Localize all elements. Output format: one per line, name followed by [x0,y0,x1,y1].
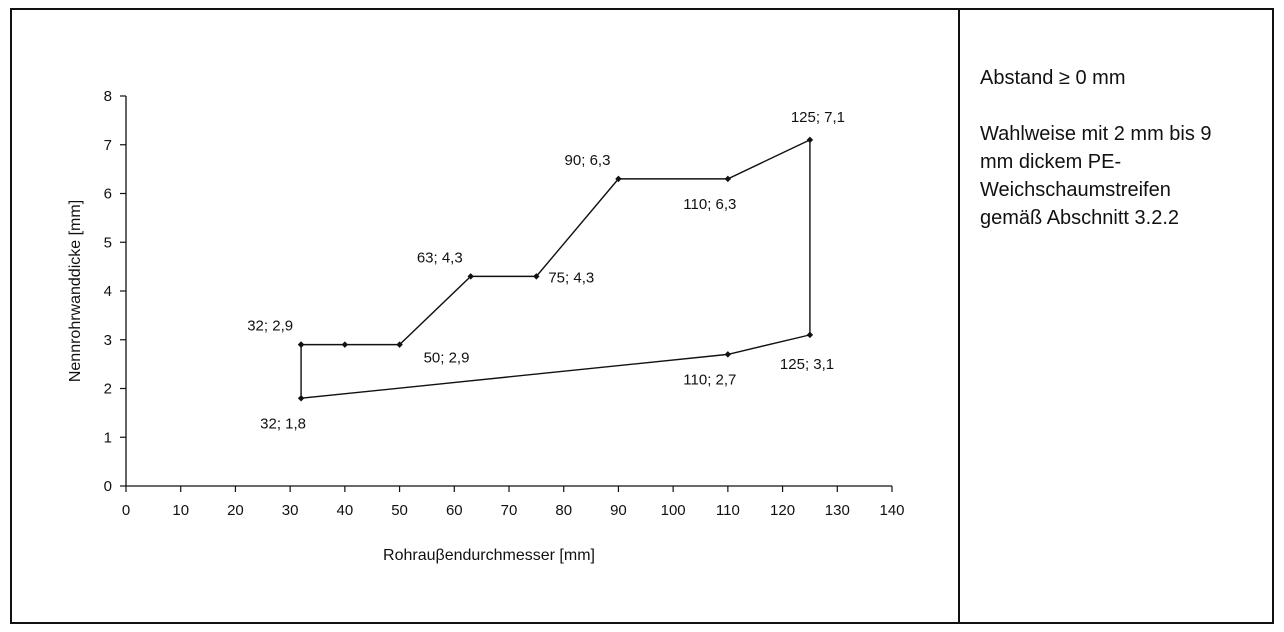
y-tick-label: 0 [104,478,112,495]
figure-frame: 0 10 20 30 40 50 60 70 80 90 100 110 120 130 140 0 1 2 3 4 5… [10,8,1274,624]
x-tick-label: 110 [716,502,740,519]
data-label: 32; 2,9 [247,318,293,335]
y-tick-label: 1 [104,429,112,446]
data-point [341,341,349,348]
note-cell: Abstand ≥ 0 mm Wahlweise mit 2 mm bis 9 … [960,10,1272,622]
note-spacing: Abstand ≥ 0 mm [980,67,1126,89]
x-tick-label: 80 [555,502,572,519]
data-point [724,351,732,358]
data-label: 125; 3,1 [780,356,834,373]
data-label: 50; 2,9 [424,350,470,367]
x-tick-label: 60 [446,502,463,519]
data-point [297,395,305,402]
data-point [615,175,622,183]
x-tick-label: 50 [391,502,408,519]
x-tick-label: 100 [661,502,686,519]
x-tick-label: 120 [770,502,795,519]
y-tick-label: 7 [104,137,112,154]
note-foam-strip: Wahlweise mit 2 mm bis 9 mm dickem PE-We… [980,123,1212,229]
x-tick-label: 90 [610,502,627,519]
wall-thickness-chart: 0 10 20 30 40 50 60 70 80 90 100 110 120 130 140 0 1 2 3 4 5… [67,88,905,564]
data-label: 110; 2,7 [683,371,736,388]
x-tick-label: 70 [501,502,518,519]
y-tick-label: 2 [104,381,112,398]
data-label: 90; 6,3 [565,152,611,169]
x-axis-title: Rohrauβendurchmesser [mm] [383,547,595,564]
x-tick-label: 10 [172,502,189,519]
y-tick-label: 5 [104,234,112,251]
y-tick-label: 8 [104,88,112,105]
data-label: 63; 4,3 [417,249,463,266]
x-tick-label: 130 [825,502,850,519]
data-point [396,341,403,348]
x-tick-label: 20 [227,502,244,519]
x-tick-label: 30 [282,502,299,519]
y-axis-title: Nennrohrwanddicke [mm] [67,200,84,382]
data-label: 32; 1,8 [260,415,306,432]
x-tick-label: 140 [879,502,904,519]
data-point [724,175,732,183]
chart-cell: 0 10 20 30 40 50 60 70 80 90 100 110 120 130 140 0 1 2 3 4 5… [12,10,960,622]
x-tick-label: 40 [337,502,354,519]
series-line [300,138,811,400]
data-label: 110; 6,3 [683,196,736,213]
data-label: 125; 7,1 [791,109,845,126]
data-point [533,273,540,280]
y-tick-label: 6 [104,186,112,203]
y-tick-label: 4 [104,283,112,300]
data-label: 75; 4,3 [548,269,594,286]
data-point [806,331,814,339]
x-tick-label: 0 [122,502,130,519]
data-point [297,341,305,348]
data-point [467,273,474,280]
y-tick-label: 3 [104,332,112,349]
data-point [806,136,814,144]
